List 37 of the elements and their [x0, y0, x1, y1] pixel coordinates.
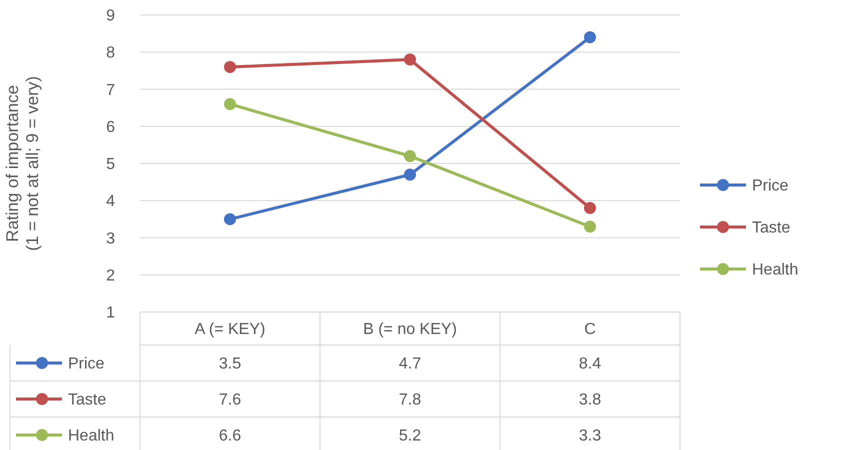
- point: [224, 60, 236, 73]
- text: Price: [68, 356, 104, 373]
- point: [584, 202, 596, 214]
- text: Taste: [68, 392, 106, 409]
- point: [224, 98, 236, 110]
- point: [584, 220, 596, 233]
- data-label: 4.7: [398, 356, 422, 373]
- data-label: 5.2: [398, 428, 422, 445]
- y-tick-label: 7: [106, 82, 116, 99]
- y-tick-label: 4: [106, 193, 116, 210]
- data-label: 8.4: [578, 356, 602, 373]
- point: [404, 168, 416, 181]
- data-label: 7.6: [218, 392, 242, 409]
- legend-label: Health: [752, 262, 798, 279]
- point: [584, 31, 596, 44]
- y-tick-label: 3: [106, 230, 116, 248]
- y-tick-label: 9: [106, 8, 116, 25]
- data-label: 3.5: [218, 356, 242, 373]
- y-tick-label: 6: [106, 118, 116, 136]
- y-tick-label: 2: [106, 267, 116, 284]
- y-axis-title: Rating of importance (1 = not at all; 9 = very): [2, 76, 42, 251]
- legend-label: Price: [752, 178, 789, 195]
- y-tick-label: 8: [106, 44, 116, 62]
- point: [404, 54, 416, 66]
- y-tick-label: 5: [106, 156, 116, 174]
- x-tick-label: B (= no KEY): [363, 321, 457, 338]
- point: [224, 213, 236, 226]
- data-label: 7.8: [398, 392, 422, 409]
- y-tick-label: 1: [106, 304, 116, 322]
- point: [404, 150, 416, 162]
- data-label: 6.6: [218, 428, 242, 445]
- data-label: 3.3: [578, 428, 602, 445]
- legend-label: Taste: [752, 220, 790, 237]
- x-tick-label: C: [584, 321, 596, 338]
- text: Health: [68, 428, 114, 445]
- x-tick-label: A (= KEY): [194, 321, 266, 338]
- data-label: 3.8: [578, 392, 602, 409]
